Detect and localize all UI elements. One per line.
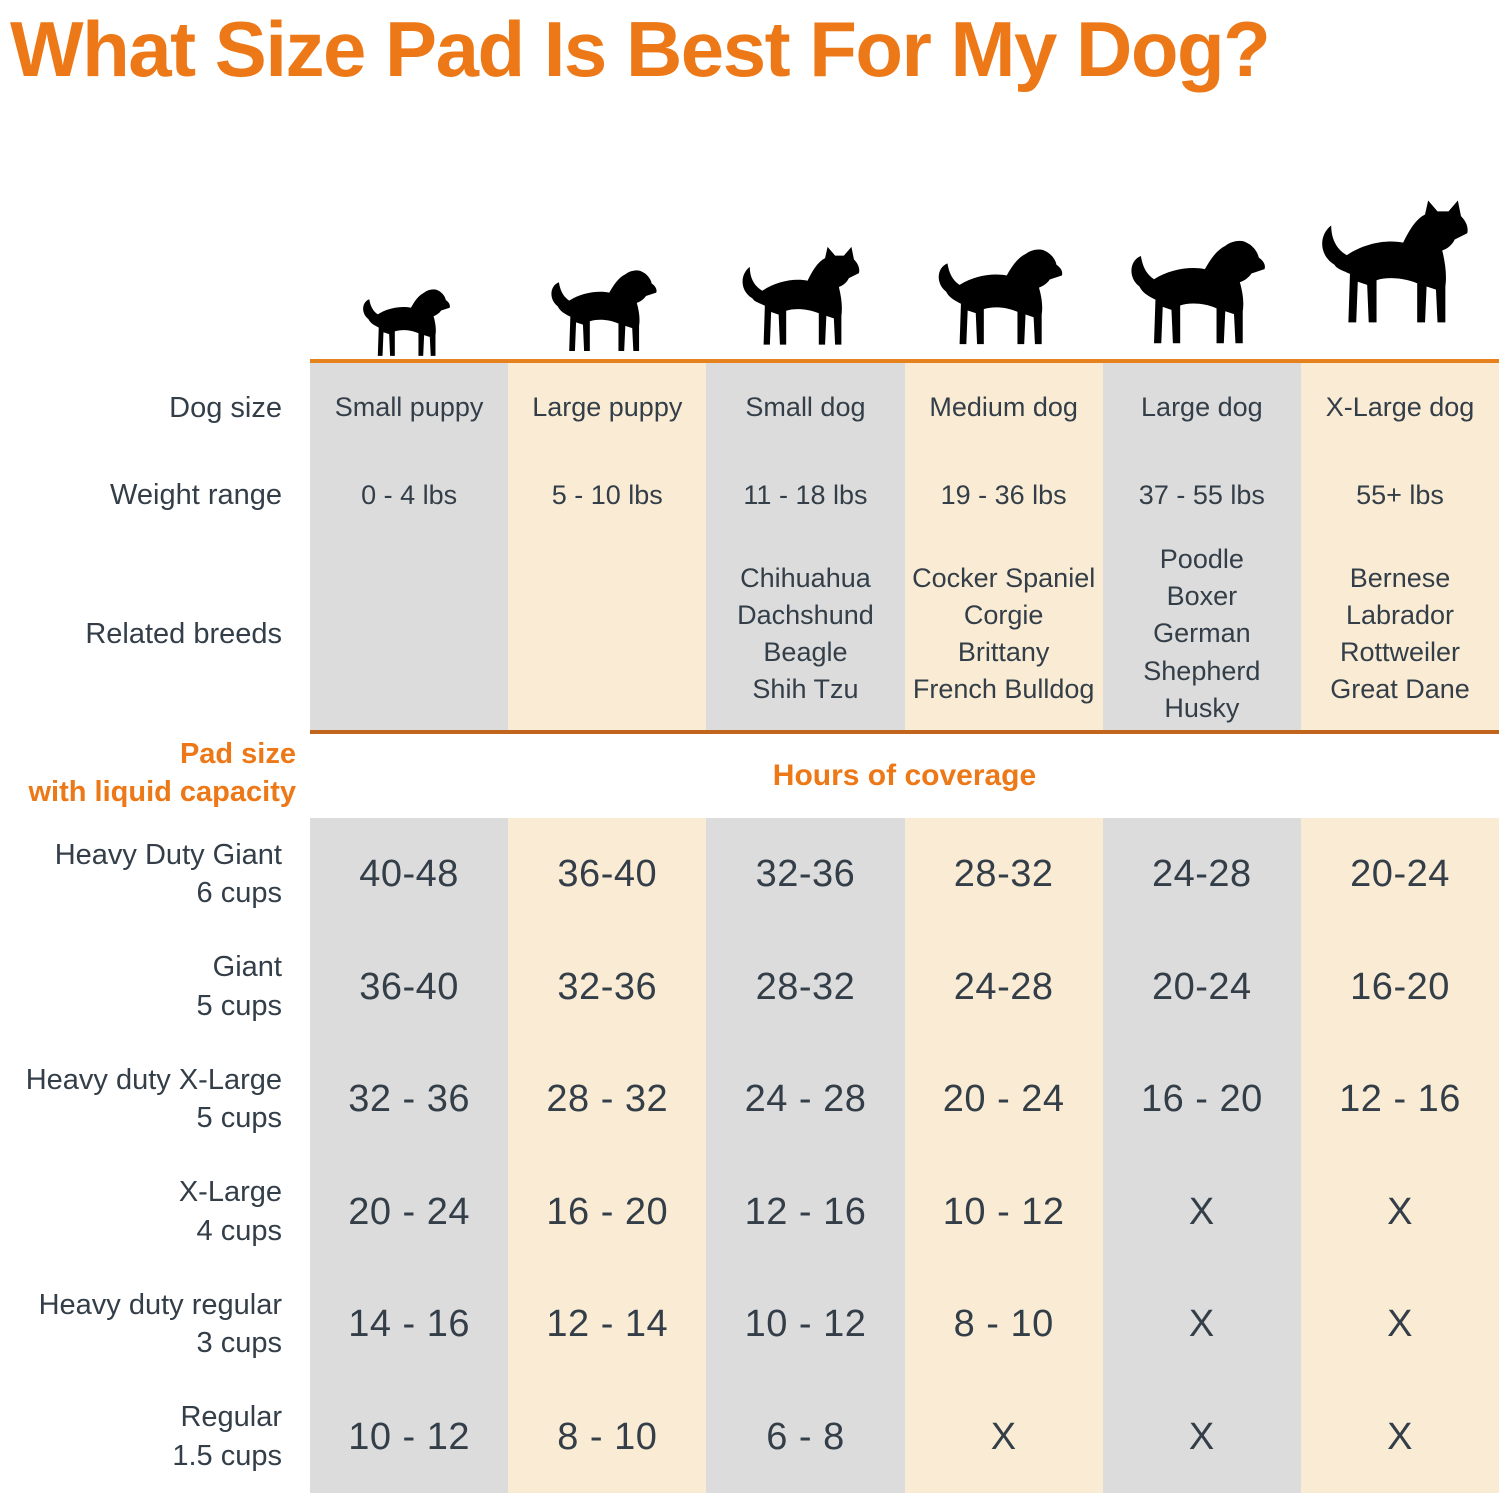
coverage-hours-cell: 24-28 bbox=[1102, 818, 1301, 931]
weight-range-cell: 55+ lbs bbox=[1300, 453, 1499, 538]
pad-size-header: Pad size with liquid capacity bbox=[0, 730, 310, 818]
coverage-hours-cell: X bbox=[1300, 1268, 1499, 1381]
dog-size-illustrations bbox=[310, 161, 1499, 363]
coverage-hours-cell: 12 - 14 bbox=[508, 1268, 707, 1381]
coverage-hours-cell: 28 - 32 bbox=[508, 1043, 707, 1156]
pad-name: X-Large bbox=[178, 1176, 282, 1209]
pad-name: Regular bbox=[180, 1401, 282, 1434]
coverage-hours-cell: 20 - 24 bbox=[904, 1043, 1103, 1156]
pad-name: Heavy Duty Giant bbox=[54, 838, 282, 871]
coverage-hours-cell: 32 - 36 bbox=[310, 1043, 509, 1156]
dog-size-cell: Medium dog bbox=[904, 363, 1103, 453]
coverage-hours-cell: 6 - 8 bbox=[706, 1380, 905, 1493]
weight-range-cell: 0 - 4 lbs bbox=[310, 453, 509, 538]
weight-range-cell: 37 - 55 lbs bbox=[1102, 453, 1301, 538]
coverage-hours-cell: 16 - 20 bbox=[508, 1155, 707, 1268]
coverage-hours-cell: 10 - 12 bbox=[706, 1268, 905, 1381]
section-header-band: Pad size with liquid capacity Hours of c… bbox=[0, 730, 1499, 818]
pad-capacity: 5 cups bbox=[196, 1102, 282, 1135]
related-breeds-cell: Chihuahua Dachshund Beagle Shih Tzu bbox=[706, 538, 905, 730]
coverage-hours-cell: X bbox=[1102, 1155, 1301, 1268]
pad-capacity: 3 cups bbox=[196, 1327, 282, 1360]
row-header-weight-range: Weight range bbox=[110, 479, 282, 512]
coverage-hours-cell: 8 - 10 bbox=[508, 1380, 707, 1493]
coverage-hours-cell: X bbox=[904, 1380, 1103, 1493]
related-breeds-cell bbox=[508, 538, 707, 730]
coverage-hours-cell: 36-40 bbox=[508, 818, 707, 931]
dog-info-table: Dog size Small puppy Large puppy Small d… bbox=[0, 363, 1499, 730]
dog-size-cell: Small puppy bbox=[310, 363, 509, 453]
dog-size-cell: Small dog bbox=[706, 363, 905, 453]
large-dog-icon bbox=[1122, 217, 1282, 359]
pad-size-header-line2: with liquid capacity bbox=[28, 776, 297, 808]
related-breeds-cell bbox=[310, 538, 509, 730]
coverage-hours-cell: 40-48 bbox=[310, 818, 509, 931]
weight-range-cell: 5 - 10 lbs bbox=[508, 453, 707, 538]
coverage-hours-cell: 24-28 bbox=[904, 930, 1103, 1043]
coverage-hours-cell: 20-24 bbox=[1102, 930, 1301, 1043]
coverage-hours-cell: 36-40 bbox=[310, 930, 509, 1043]
weight-range-cell: 11 - 18 lbs bbox=[706, 453, 905, 538]
coverage-hours-cell: 28-32 bbox=[706, 930, 905, 1043]
coverage-hours-cell: 20 - 24 bbox=[310, 1155, 509, 1268]
pad-row-label: Heavy duty regular 3 cups bbox=[0, 1268, 310, 1381]
coverage-hours-cell: X bbox=[1102, 1380, 1301, 1493]
pad-capacity: 4 cups bbox=[196, 1214, 282, 1247]
weight-range-cell: 19 - 36 lbs bbox=[904, 453, 1103, 538]
coverage-hours-cell: 32-36 bbox=[508, 930, 707, 1043]
coverage-hours-cell: 28-32 bbox=[904, 818, 1103, 931]
small-dog-icon bbox=[736, 235, 874, 359]
coverage-hours-cell: 10 - 12 bbox=[904, 1155, 1103, 1268]
related-breeds-cell: Bernese Labrador Rottweiler Great Dane bbox=[1300, 538, 1499, 730]
page-title: What Size Pad Is Best For My Dog? bbox=[10, 5, 1271, 93]
pad-capacity: 6 cups bbox=[196, 877, 282, 910]
coverage-hours-cell: 8 - 10 bbox=[904, 1268, 1103, 1381]
pad-name: Heavy duty X-Large bbox=[25, 1063, 282, 1096]
coverage-hours-cell: 16-20 bbox=[1300, 930, 1499, 1043]
coverage-hours-table: Heavy Duty Giant 6 cups 40-48 36-40 32-3… bbox=[0, 818, 1499, 1493]
pad-name: Giant bbox=[212, 951, 282, 984]
x-large-dog-icon bbox=[1314, 167, 1486, 359]
coverage-hours-cell: 14 - 16 bbox=[310, 1268, 509, 1381]
related-breeds-cell: Poodle Boxer German Shepherd Husky bbox=[1102, 538, 1301, 730]
row-header-dog-size: Dog size bbox=[169, 391, 282, 424]
pad-row-label: Heavy Duty Giant 6 cups bbox=[0, 818, 310, 931]
pad-row-label: Regular 1.5 cups bbox=[0, 1381, 310, 1494]
coverage-hours-cell: 20-24 bbox=[1300, 818, 1499, 931]
coverage-hours-cell: 12 - 16 bbox=[706, 1155, 905, 1268]
coverage-hours-cell: 16 - 20 bbox=[1102, 1043, 1301, 1156]
pad-name: Heavy duty regular bbox=[38, 1288, 282, 1321]
coverage-hours-cell: X bbox=[1300, 1155, 1499, 1268]
pad-capacity: 5 cups bbox=[196, 989, 282, 1022]
small-puppy-icon bbox=[357, 281, 461, 359]
coverage-hours-cell: 24 - 28 bbox=[706, 1043, 905, 1156]
coverage-hours-cell: X bbox=[1300, 1380, 1499, 1493]
pad-size-header-line1: Pad size bbox=[179, 738, 296, 771]
pad-row-label: Heavy duty X-Large 5 cups bbox=[0, 1043, 310, 1156]
medium-dog-icon bbox=[930, 227, 1078, 359]
pad-capacity: 1.5 cups bbox=[172, 1439, 282, 1472]
coverage-hours-cell: 12 - 16 bbox=[1300, 1043, 1499, 1156]
hours-of-coverage-header: Hours of coverage bbox=[310, 730, 1499, 818]
related-breeds-cell: Cocker Spaniel Corgie Brittany French Bu… bbox=[904, 538, 1103, 730]
pad-row-label: X-Large 4 cups bbox=[0, 1156, 310, 1269]
coverage-hours-cell: 32-36 bbox=[706, 818, 905, 931]
row-header-related-breeds: Related breeds bbox=[85, 617, 282, 650]
coverage-hours-cell: 10 - 12 bbox=[310, 1380, 509, 1493]
dog-size-cell: X-Large dog bbox=[1300, 363, 1499, 453]
pad-row-label: Giant 5 cups bbox=[0, 931, 310, 1044]
coverage-hours-cell: X bbox=[1102, 1268, 1301, 1381]
large-puppy-icon bbox=[544, 256, 670, 359]
dog-size-cell: Large puppy bbox=[508, 363, 707, 453]
dog-size-cell: Large dog bbox=[1102, 363, 1301, 453]
